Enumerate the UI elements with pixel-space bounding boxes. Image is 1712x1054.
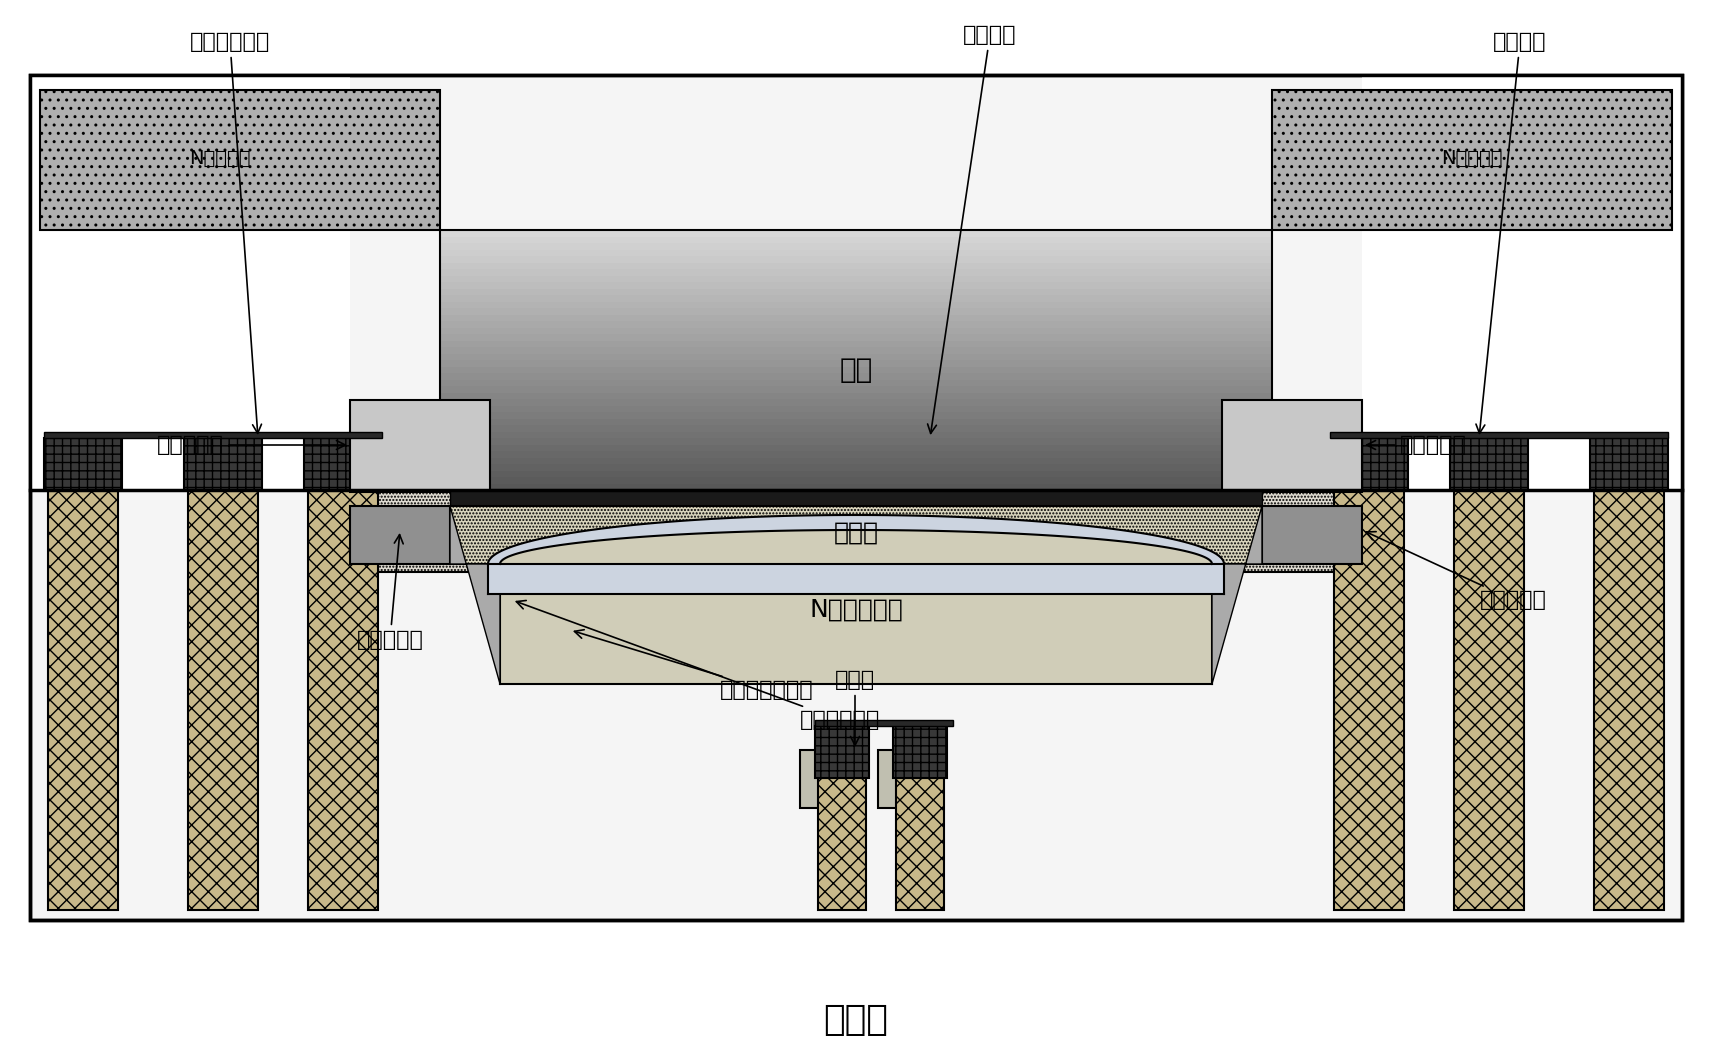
Bar <box>45 438 122 490</box>
Bar <box>349 401 490 492</box>
Bar <box>440 269 1272 276</box>
Bar <box>450 490 1262 506</box>
Bar <box>440 321 1272 328</box>
Bar <box>1330 432 1667 438</box>
Text: 集电区: 集电区 <box>823 1003 889 1037</box>
Bar <box>440 243 1272 250</box>
Bar <box>440 308 1272 315</box>
Bar <box>440 464 1272 471</box>
Text: 第二隔离侧墙: 第二隔离侧墙 <box>517 601 880 730</box>
Bar <box>1453 490 1524 910</box>
Bar <box>1590 438 1667 490</box>
Bar <box>1450 438 1529 490</box>
Bar <box>1272 90 1673 230</box>
Text: 发射区: 发射区 <box>834 521 878 545</box>
Bar <box>450 506 1262 564</box>
Bar <box>440 451 1272 458</box>
Bar <box>440 328 1272 334</box>
Text: 深接触孔: 深接触孔 <box>1476 32 1546 433</box>
Bar <box>1363 75 1681 490</box>
Bar <box>440 360 1272 367</box>
Bar <box>45 432 382 438</box>
Bar <box>440 347 1272 354</box>
Bar <box>818 778 866 910</box>
Text: N型多晶硅层: N型多晶硅层 <box>810 598 902 622</box>
Bar <box>1222 401 1363 492</box>
Bar <box>440 438 1272 445</box>
Bar <box>815 720 954 726</box>
Bar <box>878 750 930 808</box>
Polygon shape <box>450 506 500 684</box>
Bar <box>440 386 1272 393</box>
Bar <box>440 256 1272 264</box>
Bar <box>1594 490 1664 910</box>
Bar <box>305 438 382 490</box>
Bar <box>895 778 943 910</box>
Bar <box>488 564 1224 594</box>
Text: 金属连线: 金属连线 <box>928 25 1017 433</box>
Text: N型膺埋层: N型膺埋层 <box>190 149 250 168</box>
Polygon shape <box>500 530 1212 564</box>
Bar <box>440 399 1272 406</box>
Bar <box>440 425 1272 432</box>
Bar <box>440 412 1272 419</box>
Bar <box>440 250 1272 256</box>
Bar <box>440 418 1272 426</box>
Bar <box>440 314 1272 321</box>
Bar <box>440 334 1272 341</box>
Bar <box>440 484 1272 490</box>
Bar <box>1330 438 1407 490</box>
Bar <box>440 236 1272 243</box>
Bar <box>440 445 1272 451</box>
Text: 金属硅化物: 金属硅化物 <box>356 534 423 650</box>
Bar <box>1262 506 1363 564</box>
Bar <box>440 367 1272 373</box>
Bar <box>183 438 262 490</box>
Polygon shape <box>488 515 1224 564</box>
Text: N型膺埋层: N型膺埋层 <box>1442 149 1503 168</box>
Bar <box>349 506 450 564</box>
Bar <box>440 392 1272 399</box>
Bar <box>440 262 1272 270</box>
Bar <box>31 75 1681 920</box>
Bar <box>440 431 1272 438</box>
Polygon shape <box>500 530 1212 564</box>
Bar <box>500 564 1212 684</box>
Bar <box>349 490 1363 572</box>
Bar <box>440 301 1272 309</box>
Bar <box>440 406 1272 412</box>
Bar <box>31 75 1681 920</box>
Bar <box>188 490 259 910</box>
Bar <box>440 379 1272 387</box>
Bar <box>1334 490 1404 910</box>
Text: 接触孔: 接触孔 <box>835 670 875 745</box>
Bar <box>440 282 1272 289</box>
Bar <box>440 340 1272 348</box>
Text: 第一隔离侧墙: 第一隔离侧墙 <box>190 32 270 433</box>
Text: 浅沟槽隔离: 浅沟槽隔离 <box>156 435 346 455</box>
Bar <box>440 275 1272 282</box>
Bar <box>31 75 349 490</box>
Bar <box>308 490 378 910</box>
Bar <box>440 295 1272 302</box>
Bar <box>440 289 1272 295</box>
Text: 浅沟槽隔离: 浅沟槽隔离 <box>1366 435 1467 455</box>
Bar <box>800 750 853 808</box>
Text: 金属硅化物: 金属硅化物 <box>1366 531 1548 610</box>
Text: 基区: 基区 <box>839 356 873 384</box>
Bar <box>440 477 1272 484</box>
Bar <box>440 470 1272 477</box>
Bar <box>48 490 118 910</box>
Text: 二氧化硅介质层: 二氧化硅介质层 <box>575 629 813 700</box>
Bar <box>440 353 1272 360</box>
Polygon shape <box>1212 506 1262 684</box>
Bar <box>815 726 870 778</box>
Bar <box>440 230 1272 237</box>
Bar <box>440 373 1272 380</box>
Bar <box>894 726 947 778</box>
Bar <box>440 457 1272 465</box>
Bar <box>39 90 440 230</box>
